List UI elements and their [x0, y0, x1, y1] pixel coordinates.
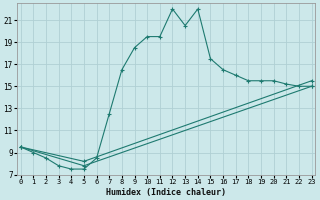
X-axis label: Humidex (Indice chaleur): Humidex (Indice chaleur) [106, 188, 226, 197]
